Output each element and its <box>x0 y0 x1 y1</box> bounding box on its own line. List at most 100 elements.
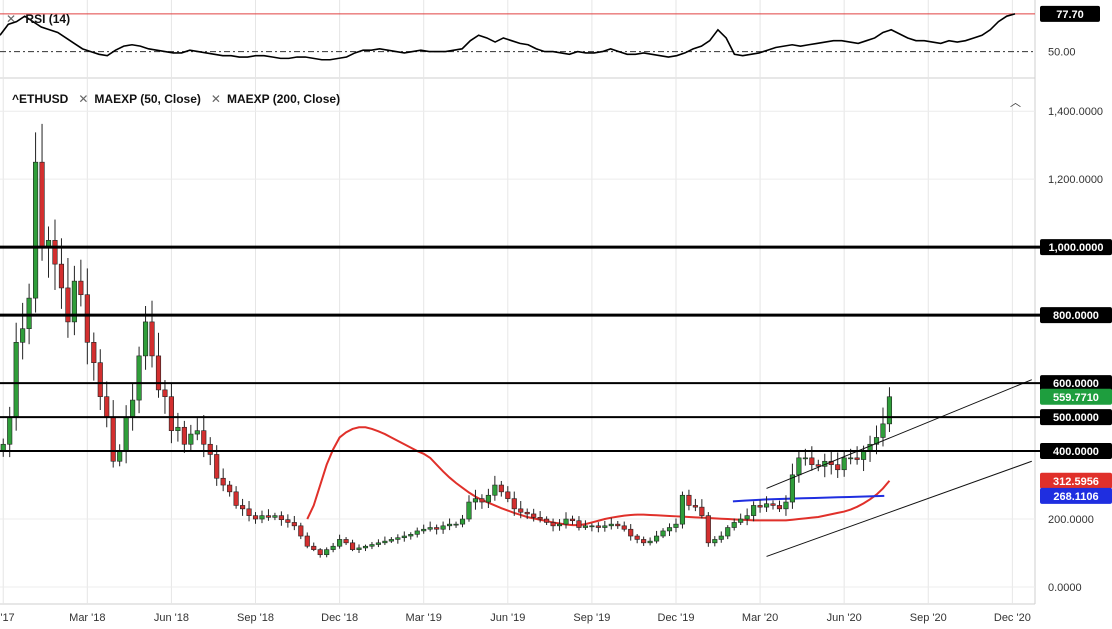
candle <box>298 525 304 537</box>
candle <box>453 523 459 526</box>
chart-legend: ^ETHUSD ✕ MAEXP (50, Close) ✕ MAEXP (200, … <box>12 92 340 106</box>
x-tick-label: Dec '20 <box>994 612 1031 624</box>
candle <box>466 501 472 520</box>
ma200-label: MAEXP (200, Close) <box>226 92 341 106</box>
level-tag <box>1040 443 1112 460</box>
candle <box>660 530 666 537</box>
close-icon[interactable]: ✕ <box>6 12 17 26</box>
candle <box>26 297 32 330</box>
candle <box>576 520 582 528</box>
last-price-label: 559.7710 <box>1053 392 1099 404</box>
candle <box>71 280 77 323</box>
candle <box>524 511 530 515</box>
candle <box>311 545 317 550</box>
candle <box>20 328 26 343</box>
candle <box>744 515 750 520</box>
rsi-legend: ✕ RSI (14) <box>6 12 70 26</box>
close-icon[interactable]: ✕ <box>210 92 221 106</box>
x-tick-label: c '17 <box>0 612 15 624</box>
candle <box>123 416 129 452</box>
candle <box>155 355 162 391</box>
candle <box>304 535 310 547</box>
candle <box>686 494 692 506</box>
candle <box>511 498 517 510</box>
candle <box>142 321 149 357</box>
candle <box>240 505 246 510</box>
candle <box>91 342 97 363</box>
candle <box>731 522 737 528</box>
candle <box>705 515 711 544</box>
candle <box>861 450 867 460</box>
candle <box>382 540 388 544</box>
candle <box>369 544 375 547</box>
candle <box>259 515 265 520</box>
candle <box>408 534 414 537</box>
x-tick-label: Jun '20 <box>827 612 862 624</box>
candle <box>492 484 498 496</box>
candle <box>550 522 556 527</box>
candle <box>214 454 220 479</box>
candle <box>647 540 653 544</box>
y-tick-label: 1,400.0000 <box>1048 106 1103 118</box>
candle <box>65 287 71 323</box>
candle <box>835 464 841 471</box>
candle <box>537 517 543 520</box>
x-tick-label: Mar '19 <box>406 612 442 624</box>
candle <box>330 545 336 550</box>
candle <box>815 464 821 467</box>
candle <box>757 505 763 508</box>
candle <box>712 539 718 544</box>
candle <box>13 342 19 418</box>
candle <box>531 513 537 518</box>
candle <box>505 491 511 499</box>
candle <box>343 539 349 544</box>
candle <box>375 542 381 545</box>
candle <box>117 450 123 462</box>
candle <box>337 539 343 547</box>
candle <box>227 484 233 493</box>
candle <box>589 525 595 528</box>
level-tag <box>1040 409 1112 426</box>
candle <box>39 161 45 248</box>
y-tick-label: 200.0000 <box>1048 514 1094 526</box>
candle <box>52 240 58 265</box>
candle <box>220 477 226 486</box>
candle <box>841 457 847 471</box>
candle <box>789 474 795 503</box>
candle <box>628 528 634 537</box>
candle <box>252 515 259 520</box>
rsi-line <box>0 13 1016 61</box>
candle <box>181 426 187 445</box>
candle <box>440 525 446 530</box>
candle <box>201 430 207 445</box>
candle <box>110 416 116 462</box>
candle <box>563 518 569 525</box>
candle <box>582 525 588 528</box>
collapse-icon[interactable]: ︿ <box>1010 97 1021 109</box>
candle <box>272 515 278 518</box>
candle <box>776 505 783 510</box>
level-label: 800.0000 <box>1053 310 1099 322</box>
y-tick-label: 0.0000 <box>1048 582 1082 594</box>
candle <box>472 498 479 503</box>
channel-upper-line <box>766 379 1032 489</box>
candle <box>725 527 731 537</box>
candle <box>854 457 860 460</box>
candle <box>848 457 854 460</box>
candle <box>104 396 110 418</box>
candle <box>718 535 724 540</box>
candle <box>58 263 65 289</box>
candle <box>33 161 39 299</box>
candle <box>621 525 627 530</box>
candle <box>544 518 550 523</box>
candle <box>886 396 893 425</box>
candle <box>7 416 13 445</box>
ema200-label: 268.1106 <box>1053 491 1098 503</box>
candle <box>84 294 90 343</box>
last-price-tag <box>1040 388 1112 405</box>
candle <box>362 545 369 549</box>
candle <box>194 430 200 435</box>
x-tick-label: Sep '19 <box>573 612 610 624</box>
close-icon[interactable]: ✕ <box>78 92 89 106</box>
